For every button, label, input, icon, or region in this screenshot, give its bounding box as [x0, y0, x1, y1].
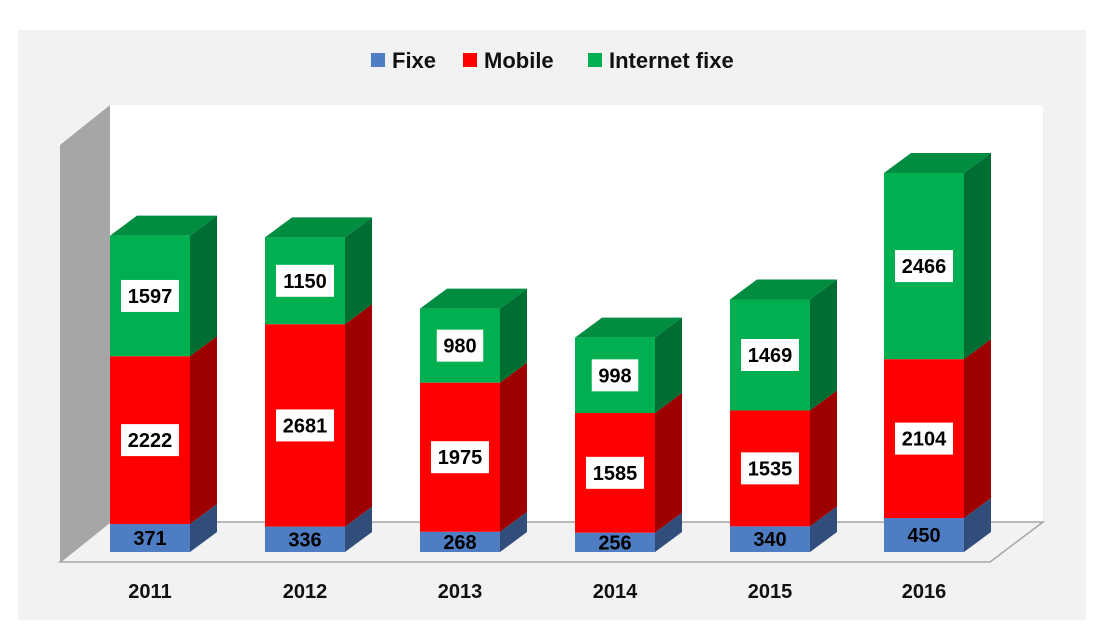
bar-mobile-2011-side	[190, 336, 217, 524]
data-label-internet-fixe-2015: 1469	[741, 338, 799, 371]
bar-internet-fixe-2013-top	[420, 288, 527, 309]
data-label-internet-fixe-2016: 2466	[895, 250, 953, 283]
x-tick-label-2016: 2016	[902, 581, 947, 603]
bar-internet-fixe-2015-top	[730, 279, 837, 300]
data-label-internet-fixe-2012-text: 1150	[283, 271, 326, 293]
bar-fixe-2016	[884, 518, 964, 552]
data-label-mobile-2013-box	[431, 441, 489, 474]
legend-label-mobile: Mobile	[484, 48, 554, 73]
data-label-fixe-2013: 268	[443, 532, 476, 554]
bar-internet-fixe-2011-top	[110, 215, 217, 236]
data-label-mobile-2011-text: 2222	[128, 430, 173, 452]
data-label-mobile-2012: 2681	[276, 409, 334, 442]
data-label-internet-fixe-2014-text: 998	[598, 365, 631, 387]
bar-fixe-2011-side	[190, 503, 217, 552]
data-label-mobile-2015: 1535	[741, 452, 799, 485]
data-label-internet-fixe-2014-box	[591, 359, 639, 392]
data-label-mobile-2011-box	[121, 424, 179, 457]
data-label-mobile-2016-text: 2104	[902, 429, 947, 451]
bar-mobile-2013-side	[500, 362, 527, 532]
data-label-mobile-2015-box	[741, 452, 799, 485]
data-label-internet-fixe-2013-text: 980	[443, 336, 476, 358]
bar-internet-fixe-2012-top	[265, 217, 372, 238]
bar-internet-fixe-2011-side	[190, 215, 217, 357]
data-label-internet-fixe-2014: 998	[591, 359, 639, 392]
bar-internet-fixe-2014-side	[655, 317, 682, 414]
data-label-internet-fixe-2011-text: 1597	[128, 286, 173, 308]
data-label-internet-fixe-2015-box	[741, 338, 799, 371]
data-label-internet-fixe-2012-box	[276, 264, 334, 297]
x-tick-label-2013: 2013	[438, 581, 483, 603]
data-label-mobile-2012-text: 2681	[283, 415, 328, 437]
data-label-internet-fixe-2011-box	[121, 279, 179, 312]
bar-fixe-2011	[110, 523, 190, 552]
bar-fixe-2015	[730, 526, 810, 552]
data-label-mobile-2015-text: 1535	[748, 458, 793, 480]
x-tick-label-2011: 2011	[128, 581, 171, 603]
data-label-fixe-2014: 256	[598, 532, 631, 554]
data-label-mobile-2014-text: 1585	[593, 463, 638, 485]
plot-side-wall	[60, 105, 110, 562]
bar-internet-fixe-2013-side	[500, 288, 527, 383]
data-label-internet-fixe-2016-text: 2466	[902, 256, 947, 278]
data-label-mobile-2011: 2222	[121, 424, 179, 457]
legend-label-internet-fixe: Internet fixe	[609, 48, 734, 73]
legend-swatch-internet-fixe	[588, 53, 602, 67]
bar-fixe-2014-side	[655, 512, 682, 552]
bar-mobile-2014-side	[655, 393, 682, 533]
data-label-internet-fixe-2016-box	[895, 250, 953, 283]
bar-fixe-2012	[265, 526, 345, 552]
bar-internet-fixe-2016-top	[884, 152, 991, 173]
bar-fixe-2012-side	[345, 506, 372, 552]
legend-item-mobile: Mobile	[463, 48, 554, 73]
data-label-fixe-2015: 340	[753, 529, 786, 551]
data-label-internet-fixe-2015-text: 1469	[748, 345, 793, 367]
legend-item-fixe: Fixe	[371, 48, 436, 73]
x-tick-label-2012: 2012	[283, 581, 328, 603]
data-label-mobile-2016-box	[895, 422, 953, 455]
bar-internet-fixe-2015-side	[810, 279, 837, 411]
bar-fixe-2013	[420, 531, 500, 552]
legend-swatch-mobile	[463, 53, 477, 67]
data-label-internet-fixe-2013-box	[436, 329, 484, 362]
data-label-mobile-2012-box	[276, 409, 334, 442]
bar-internet-fixe-2014-top	[575, 317, 682, 338]
legend-label-fixe: Fixe	[392, 48, 436, 73]
labels-group: 371 2222 1597 2011 336 2681 1150 2012 268 1975 980…	[121, 250, 953, 603]
data-label-mobile-2013-text: 1975	[438, 447, 483, 469]
legend-item-internet-fixe: Internet fixe	[588, 48, 734, 73]
x-tick-label-2014: 2014	[593, 581, 638, 603]
bar-internet-fixe-2016-side	[964, 152, 991, 360]
data-label-fixe-2016: 450	[907, 525, 940, 547]
data-label-fixe-2012: 336	[288, 529, 321, 551]
data-label-internet-fixe-2012: 1150	[276, 264, 334, 297]
x-tick-label-2015: 2015	[748, 581, 793, 603]
bars-group	[110, 152, 991, 552]
bar-internet-fixe-2012-side	[345, 217, 372, 325]
bar-fixe-2013-side	[500, 511, 527, 552]
bar-fixe-2015-side	[810, 506, 837, 552]
legend-swatch-fixe	[371, 53, 385, 67]
data-label-fixe-2011: 371	[133, 528, 166, 550]
data-label-mobile-2013: 1975	[431, 441, 489, 474]
data-label-mobile-2016: 2104	[895, 422, 953, 455]
bar-mobile-2015-side	[810, 390, 837, 527]
bar-mobile-2016-side	[964, 339, 991, 519]
bar-fixe-2014	[575, 532, 655, 552]
data-label-mobile-2014: 1585	[586, 456, 644, 489]
legend: Fixe Mobile Internet fixe	[371, 48, 734, 73]
data-label-mobile-2014-box	[586, 456, 644, 489]
data-label-internet-fixe-2013: 980	[436, 329, 484, 362]
bar-fixe-2016-side	[964, 498, 991, 552]
bar-mobile-2012-side	[345, 304, 372, 527]
data-label-internet-fixe-2011: 1597	[121, 279, 179, 312]
